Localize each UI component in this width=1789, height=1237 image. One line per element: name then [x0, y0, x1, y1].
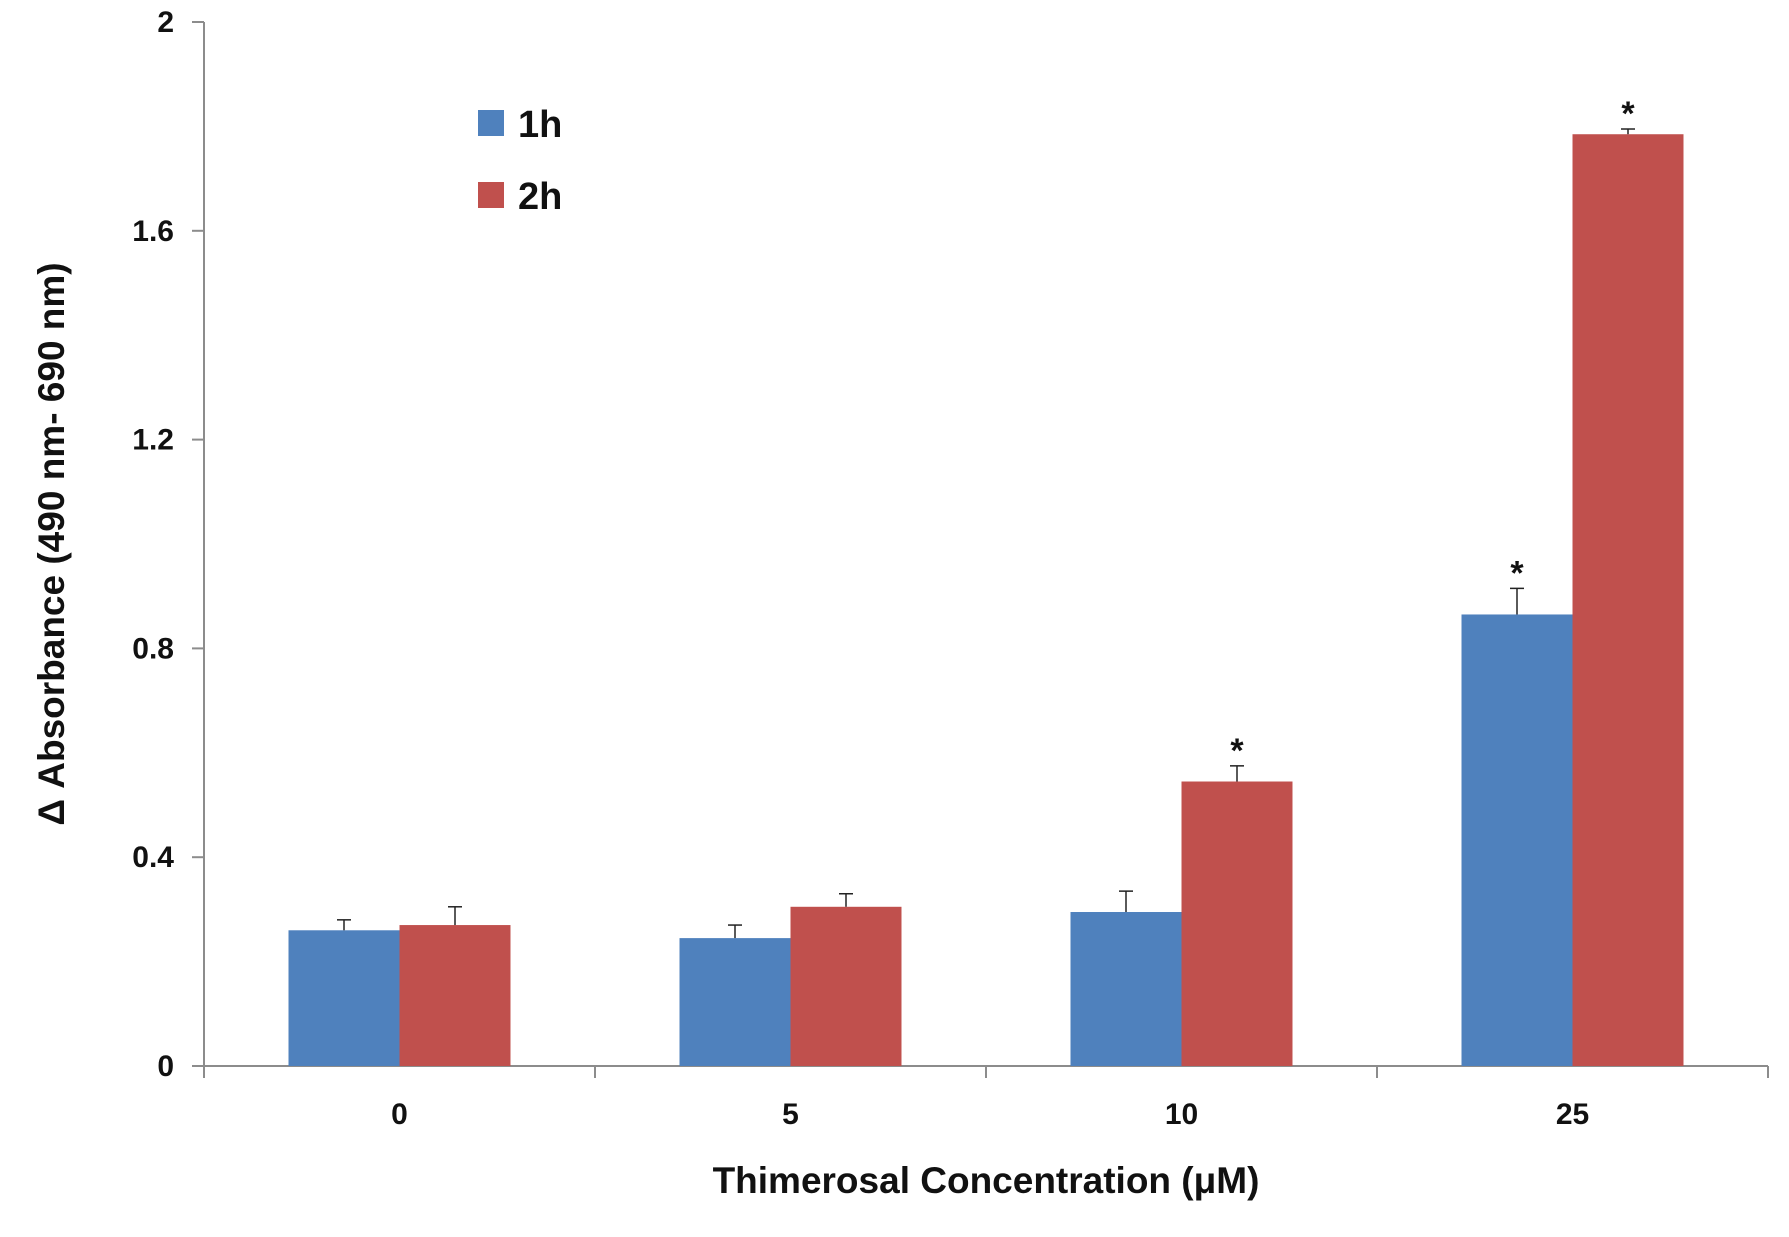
- bar-2h-0: [399, 925, 511, 1066]
- legend-label-2h: 2h: [518, 176, 562, 218]
- x-tick-label: 5: [782, 1098, 799, 1131]
- y-ticks: 0 0.4 0.8 1.2 1.6 2: [132, 6, 204, 1083]
- bars: * * *: [288, 95, 1684, 1067]
- legend-label-1h: 1h: [518, 104, 562, 146]
- legend-swatch-1h: [478, 110, 504, 136]
- y-tick-label: 1.6: [132, 215, 174, 248]
- x-tick-label: 0: [391, 1098, 408, 1131]
- x-axis-title: Thimerosal Concentration (μM): [713, 1160, 1260, 1201]
- y-axis-title: Δ Absorbance (490 nm- 690 nm): [31, 262, 72, 825]
- bar-1h-5: [679, 938, 791, 1066]
- y-tick-label: 0.8: [132, 632, 174, 665]
- bar-1h-25: [1461, 614, 1573, 1066]
- y-tick-label: 0: [157, 1050, 174, 1083]
- y-tick-label: 0.4: [132, 841, 174, 874]
- significance-marker: *: [1510, 554, 1524, 592]
- significance-marker: *: [1230, 732, 1244, 770]
- significance-marker: *: [1621, 95, 1635, 133]
- y-tick-label: 2: [157, 6, 174, 39]
- bar-2h-10: [1181, 781, 1293, 1066]
- bar-1h-0: [288, 930, 400, 1066]
- legend-swatch-2h: [478, 182, 504, 208]
- y-tick-label: 1.2: [132, 424, 174, 457]
- bar-1h-10: [1070, 912, 1182, 1066]
- bar-2h-25: [1572, 134, 1684, 1067]
- x-tick-label: 25: [1556, 1098, 1589, 1131]
- bar-2h-5: [790, 906, 902, 1066]
- x-ticks: 0 5 10 25: [203, 1066, 1769, 1131]
- legend: 1h 2h: [478, 104, 562, 218]
- x-tick-label: 10: [1165, 1098, 1198, 1131]
